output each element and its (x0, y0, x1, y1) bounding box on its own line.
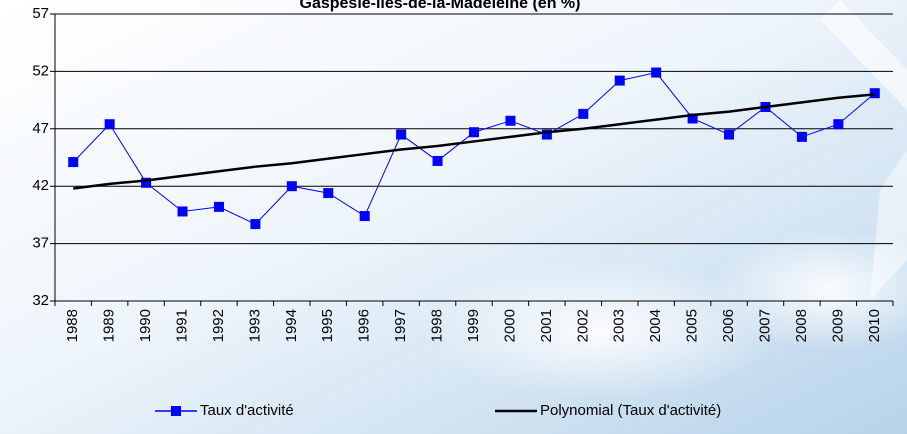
x-tick-label: 1989 (101, 309, 118, 342)
x-tick-label: 1990 (137, 309, 154, 342)
chart: Gaspésie-Îles-de-la-Madeleine (en %) 32 3… (0, 0, 907, 434)
y-tick-label: 57 (32, 5, 49, 22)
y-tick-label: 52 (32, 62, 49, 79)
data-point (68, 157, 78, 167)
legend-label: Polynomial (Taux d'activité) (540, 402, 721, 419)
x-tick-label: 1993 (246, 309, 263, 342)
data-point (578, 109, 588, 119)
y-tick-label: 37 (32, 235, 49, 252)
legend-label: Taux d'activité (200, 402, 294, 419)
x-tick-label: 2005 (684, 309, 701, 342)
y-tick-label: 42 (32, 177, 49, 194)
data-point (433, 156, 443, 166)
data-point (870, 88, 880, 98)
x-tick-label: 2010 (866, 309, 883, 342)
data-point (396, 130, 406, 140)
x-tick-label: 1992 (210, 309, 227, 342)
x-tick-label: 1999 (465, 309, 482, 342)
data-point (287, 181, 297, 191)
data-point (615, 76, 625, 86)
data-point (833, 119, 843, 129)
data-point (214, 202, 224, 212)
data-point (105, 119, 115, 129)
data-point (651, 68, 661, 78)
chart-title: Gaspésie-Îles-de-la-Madeleine (en %) (300, 0, 581, 12)
data-point (724, 130, 734, 140)
data-point (178, 206, 188, 216)
x-tick-label: 2003 (611, 309, 628, 342)
y-tick-label: 32 (32, 292, 49, 309)
legend-marker (171, 406, 181, 416)
data-point (469, 127, 479, 137)
x-tick-label: 2004 (647, 309, 664, 342)
x-tick-label: 1995 (319, 309, 336, 342)
x-tick-label: 1996 (356, 309, 373, 342)
x-tick-label: 1991 (173, 309, 190, 342)
x-tick-label: 2002 (574, 309, 591, 342)
x-tick-label: 1997 (392, 309, 409, 342)
x-tick-label: 2006 (720, 309, 737, 342)
x-tick-label: 2000 (501, 309, 518, 342)
y-tick-label: 47 (32, 120, 49, 137)
data-point (797, 132, 807, 142)
x-tick-label: 1998 (429, 309, 446, 342)
x-tick-label: 2008 (793, 309, 810, 342)
x-tick-label: 1988 (64, 309, 81, 342)
data-point (360, 211, 370, 221)
x-tick-label: 2009 (829, 309, 846, 342)
x-tick-label: 1994 (283, 309, 300, 342)
x-tick-label: 2001 (538, 309, 555, 342)
data-point (250, 219, 260, 229)
data-point (323, 188, 333, 198)
x-tick-label: 2007 (756, 309, 773, 342)
data-point (505, 116, 515, 126)
